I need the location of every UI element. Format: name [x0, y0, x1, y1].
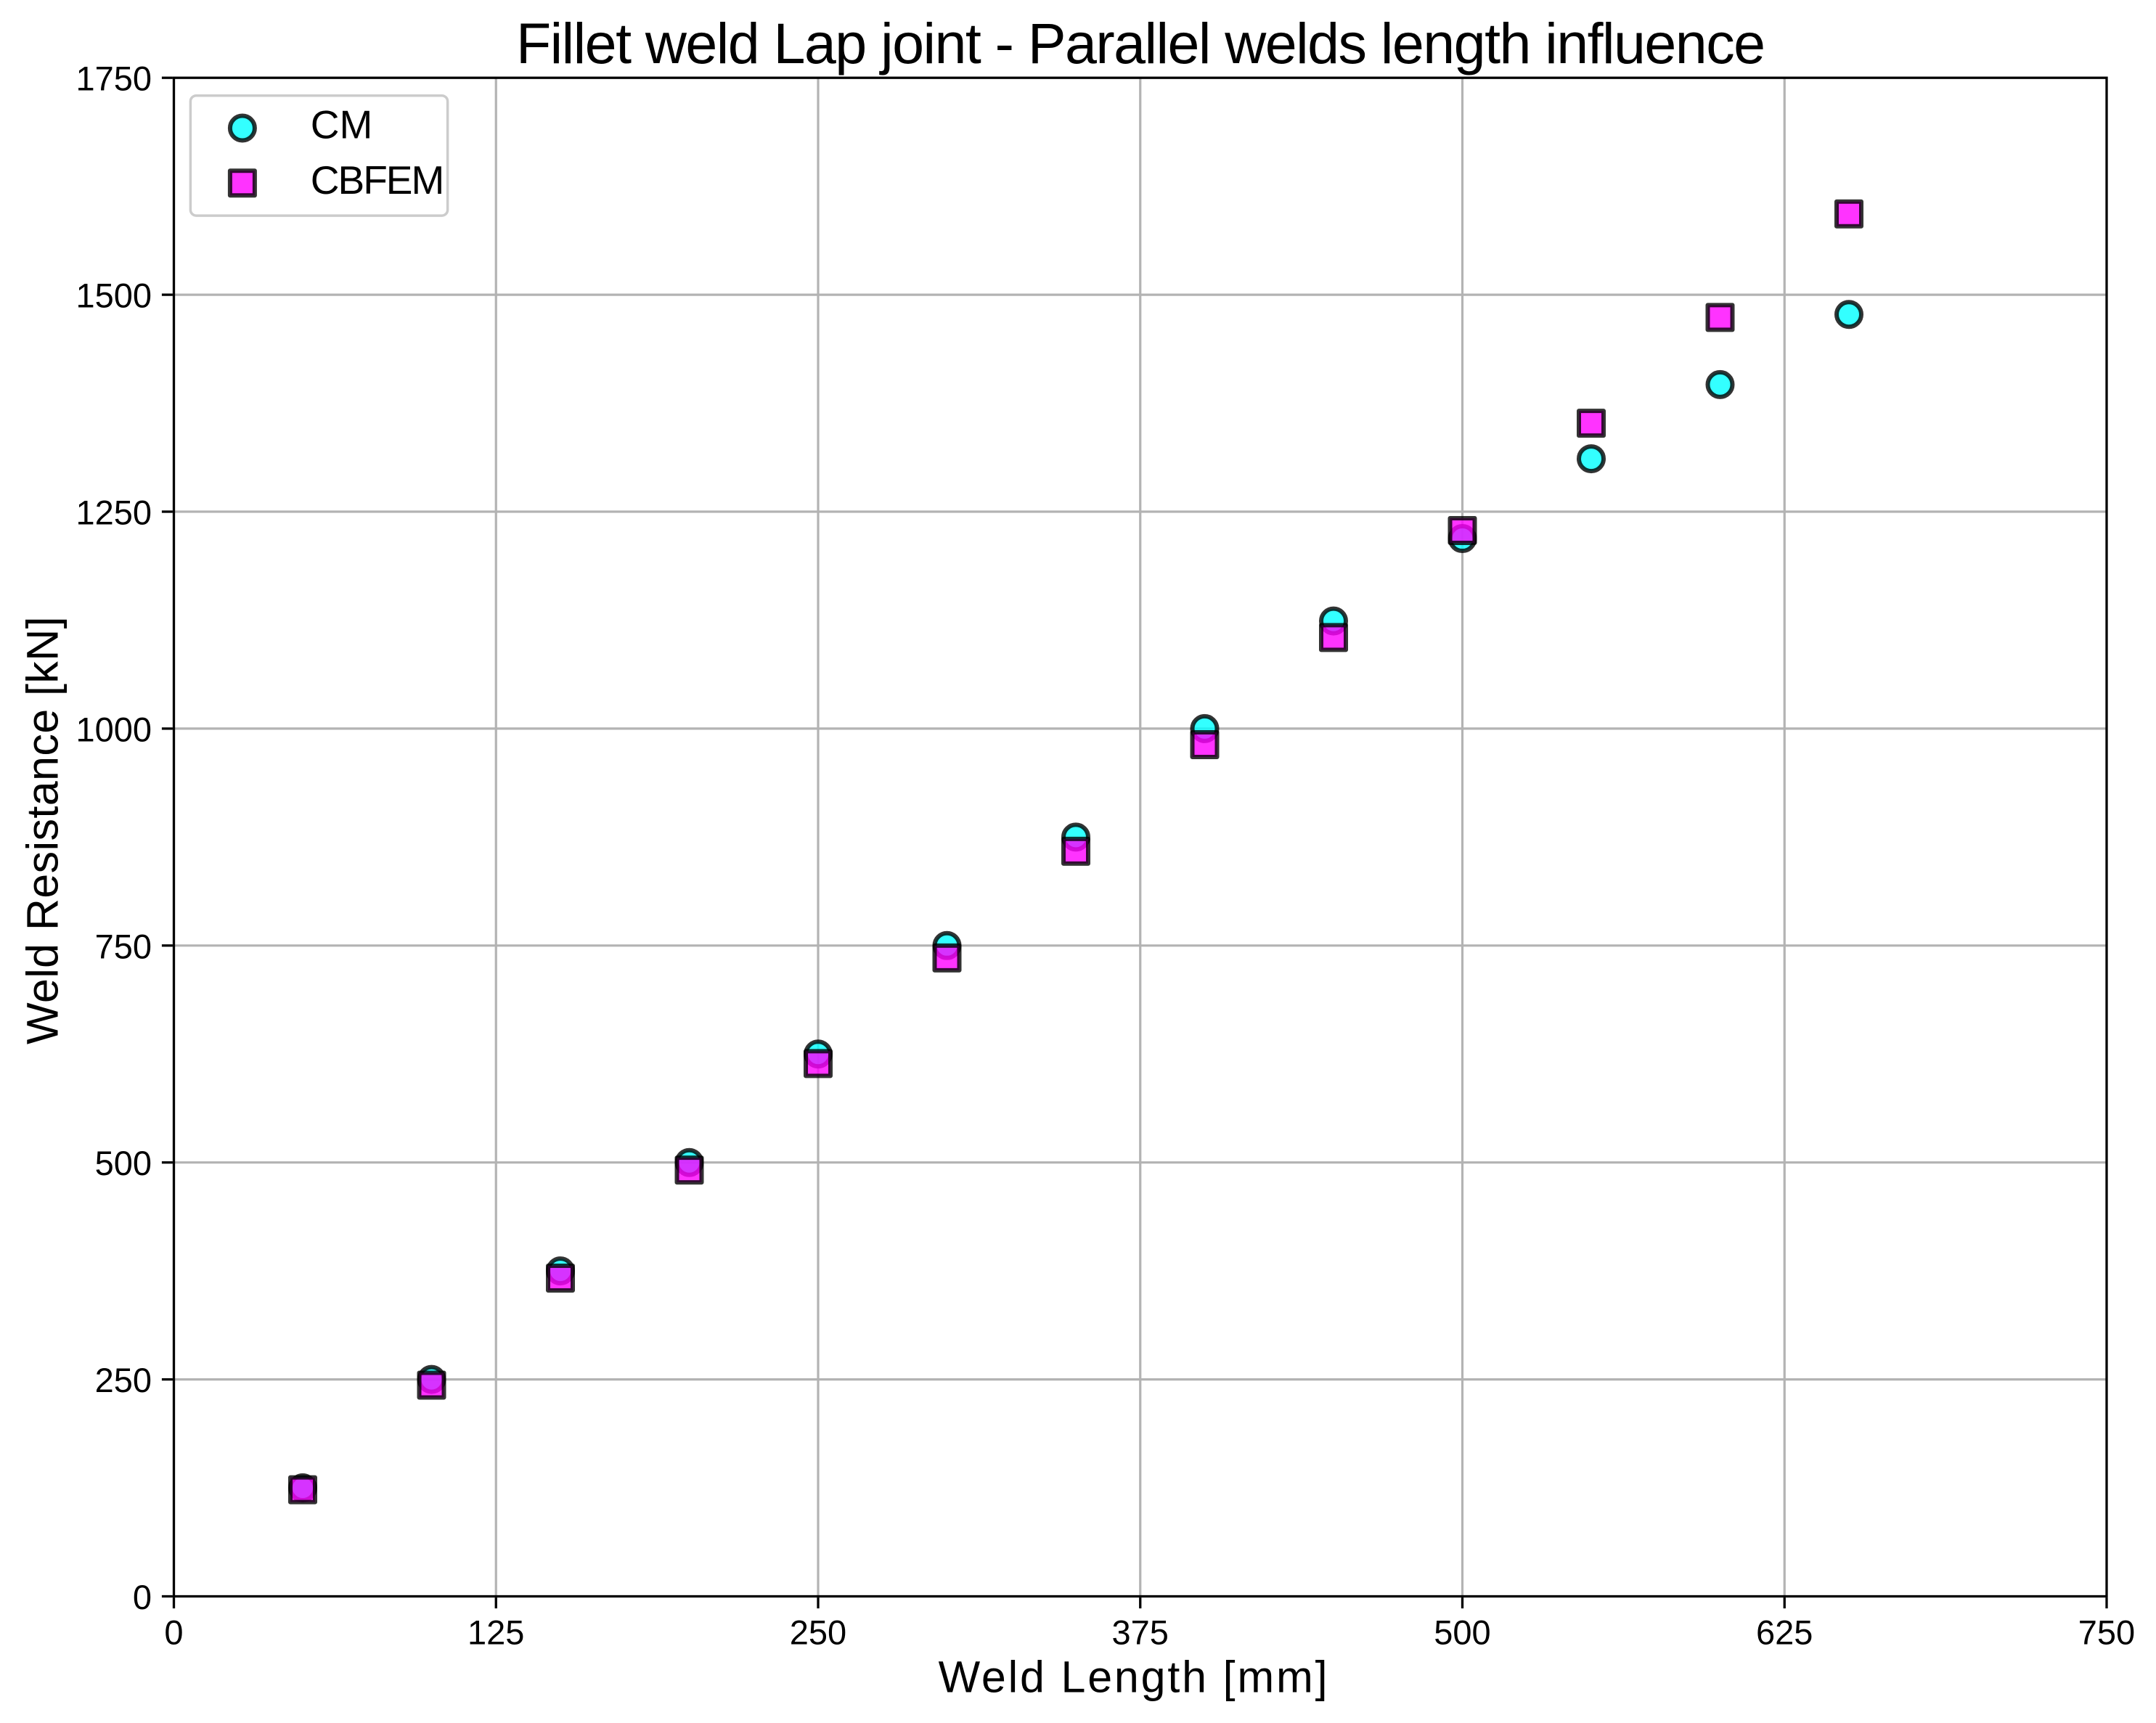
svg-text:250: 250 — [95, 1361, 152, 1399]
svg-text:CM: CM — [311, 102, 373, 147]
svg-text:625: 625 — [1756, 1613, 1813, 1652]
svg-text:Fillet weld Lap joint - Parall: Fillet weld Lap joint - Parallel welds l… — [516, 11, 1765, 75]
svg-text:750: 750 — [95, 927, 152, 965]
svg-text:1250: 1250 — [75, 494, 152, 532]
svg-text:500: 500 — [95, 1144, 152, 1182]
svg-text:1500: 1500 — [75, 277, 152, 315]
svg-text:CBFEM: CBFEM — [311, 157, 444, 202]
svg-text:500: 500 — [1434, 1613, 1490, 1652]
svg-text:375: 375 — [1112, 1613, 1169, 1652]
svg-text:0: 0 — [133, 1578, 152, 1616]
svg-text:0: 0 — [164, 1613, 183, 1652]
svg-text:1750: 1750 — [75, 60, 152, 98]
svg-text:1000: 1000 — [75, 710, 152, 748]
svg-text:Weld Length [mm]: Weld Length [mm] — [939, 1652, 1330, 1701]
svg-text:Weld Resistance [kN]: Weld Resistance [kN] — [18, 616, 68, 1044]
svg-text:750: 750 — [2078, 1613, 2135, 1652]
svg-text:125: 125 — [467, 1613, 524, 1652]
svg-text:250: 250 — [790, 1613, 846, 1652]
